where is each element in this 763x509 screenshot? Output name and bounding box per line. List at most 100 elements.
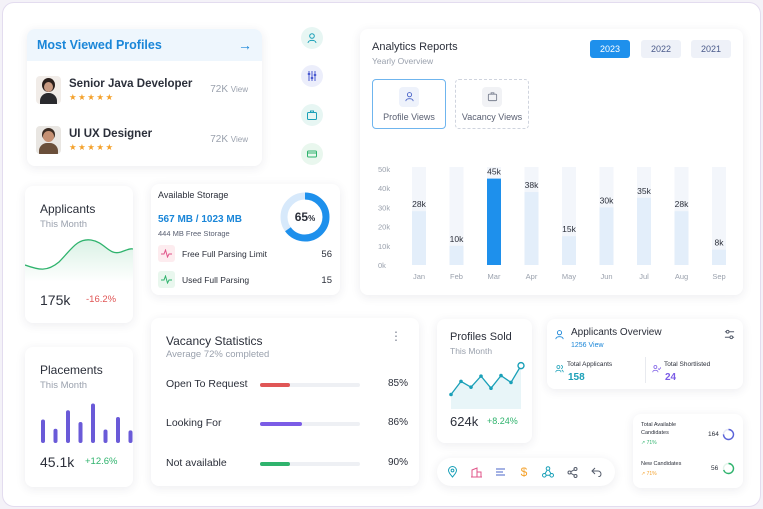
settings-sliders-icon[interactable] (724, 327, 735, 345)
more-options-icon[interactable]: ⋮ (390, 329, 402, 343)
tab-vacancy-views[interactable]: Vacancy Views (455, 79, 529, 129)
placements-card: Placements This Month 45.1k +12.6% (25, 347, 133, 487)
analytics-reports-card: Analytics Reports Yearly Overview 2023 2… (360, 29, 743, 295)
applicants-trend-line (25, 239, 133, 282)
profile-views: 72K View (210, 84, 248, 95)
vacancy-progress-fill (260, 462, 290, 466)
pulse-icon (158, 245, 175, 262)
storage-free: 444 MB Free Storage (158, 229, 230, 238)
storage-percent: 65% (294, 210, 316, 224)
bar-background (712, 167, 726, 265)
candidates-ring-chart (722, 462, 735, 475)
year-tab-2021[interactable]: 2021 (691, 40, 731, 58)
back-arrow-icon[interactable] (588, 464, 604, 480)
applicants-change: -16.2% (86, 294, 117, 305)
candidates-row-change: ↗ 71% (641, 471, 657, 477)
vacancy-row-percent: 90% (387, 457, 408, 468)
x-tick-label: May (562, 272, 576, 281)
profiles-sold-line-chart (449, 361, 525, 409)
vacancy-progress-bar (260, 422, 360, 426)
vacancy-subtitle: Average 72% completed (166, 349, 270, 360)
x-tick-label: Jun (600, 272, 612, 281)
share-icon[interactable] (564, 464, 580, 480)
y-tick-label: 10k (378, 242, 390, 251)
storage-item-value: 56 (321, 249, 332, 260)
placements-value: 45.1k (40, 454, 75, 470)
storage-donut-chart (280, 192, 330, 242)
total-applicants-label: Total Applicants (567, 361, 613, 368)
arrow-right-icon[interactable]: → (238, 37, 252, 53)
applicants-card: Applicants This Month 175k -16.2% (25, 186, 133, 323)
bar[interactable] (524, 192, 539, 265)
placements-bar (66, 410, 70, 443)
profile-item[interactable]: Senior Java Developer ★★★★★ 72K View (36, 75, 254, 105)
network-icon[interactable] (540, 464, 556, 480)
card-icon[interactable] (301, 143, 323, 165)
avatar (36, 126, 61, 154)
x-tick-label: Feb (450, 272, 463, 281)
line-point (489, 386, 493, 390)
divider (645, 357, 646, 383)
vacancy-row: Looking For 86% (166, 417, 408, 431)
briefcase-icon[interactable] (301, 104, 323, 126)
bar[interactable] (637, 197, 651, 265)
pulse-icon (158, 271, 175, 288)
y-tick-label: 20k (378, 223, 390, 232)
vacancy-row-label: Not available (166, 457, 227, 469)
avatar (36, 76, 61, 104)
bar[interactable] (712, 249, 726, 265)
placements-change: +12.6% (85, 456, 118, 467)
bar[interactable] (487, 178, 501, 265)
line-point (517, 361, 525, 370)
year-tab-2023[interactable]: 2023 (590, 40, 630, 58)
tab-profile-views[interactable]: Profile Views (372, 79, 446, 129)
line-point (479, 374, 483, 378)
line-point (499, 373, 503, 378)
total-applicants-value: 158 (568, 372, 585, 383)
rating-stars-icon: ★★★★★ (69, 141, 115, 152)
analytics-subtitle: Yearly Overview (372, 56, 434, 66)
most-viewed-title: Most Viewed Profiles (37, 38, 162, 52)
bar-value-label: 35k (637, 186, 651, 196)
profiles-sold-card: Profiles Sold This Month 624k +8.24% (437, 319, 532, 443)
applicants-overview-card: Applicants Overview 1256 View Total Appl… (547, 319, 743, 389)
bar-value-label: 28k (675, 199, 689, 209)
placements-bar-chart (41, 403, 133, 443)
total-shortlisted-value: 24 (665, 372, 677, 383)
bar[interactable] (674, 211, 689, 265)
bar-background (449, 167, 464, 265)
x-tick-label: Mar (488, 272, 501, 281)
building-icon[interactable] (468, 464, 484, 480)
storage-title: Available Storage (158, 190, 229, 200)
bar[interactable] (412, 211, 426, 265)
bar[interactable] (599, 207, 614, 265)
y-tick-label: 50k (378, 165, 390, 174)
profiles-sold-value: 624k (450, 414, 479, 429)
bar[interactable] (562, 236, 576, 265)
vacancy-progress-fill (260, 422, 302, 426)
vacancy-title: Vacancy Statistics (166, 334, 263, 348)
bar-value-label: 30k (600, 195, 614, 205)
profile-views: 72K View (210, 134, 248, 145)
list-icon[interactable] (492, 464, 508, 480)
profile-item[interactable]: UI UX Designer ★★★★★ 72K View (36, 125, 254, 155)
vacancy-row-percent: 85% (387, 378, 408, 389)
vacancy-row-label: Looking For (166, 417, 222, 429)
placements-bar (116, 416, 120, 443)
location-icon[interactable] (444, 464, 460, 480)
vacancy-row-percent: 86% (387, 417, 408, 428)
bar[interactable] (449, 245, 464, 265)
dollar-icon[interactable]: $ (520, 465, 528, 479)
year-tab-2022[interactable]: 2022 (641, 40, 681, 58)
profile-name: Senior Java Developer (69, 77, 193, 90)
briefcase-icon (482, 86, 502, 107)
candidates-row-value: 164 (708, 431, 719, 438)
sliders-icon[interactable] (301, 65, 323, 87)
placements-bar (78, 422, 83, 443)
ring-arc (722, 462, 735, 475)
bar-value-label: 8k (715, 238, 725, 248)
x-tick-label: Sep (712, 272, 725, 281)
vacancy-progress-bar (260, 383, 360, 387)
user-icon[interactable] (301, 27, 323, 49)
